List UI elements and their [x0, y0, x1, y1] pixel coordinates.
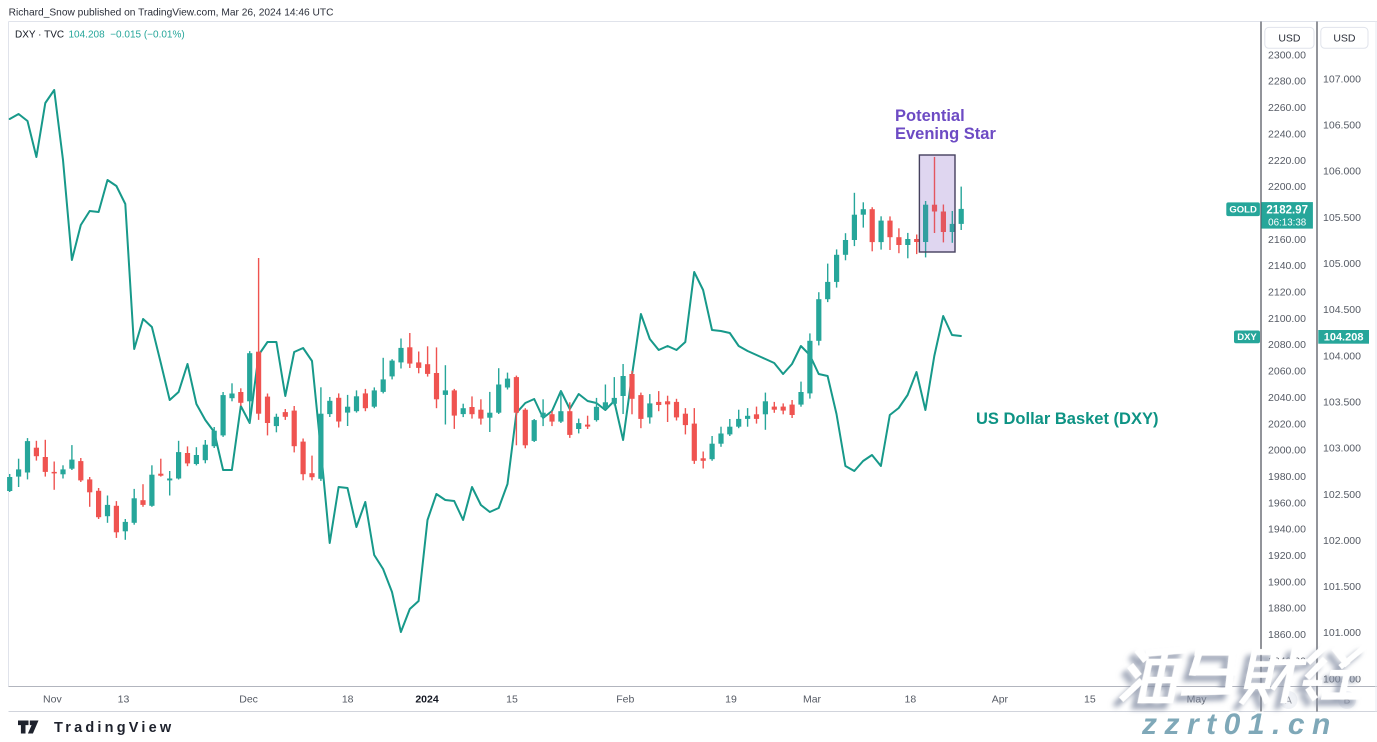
svg-text:2182.97: 2182.97: [1266, 205, 1308, 217]
svg-text:19: 19: [725, 694, 737, 706]
svg-text:US Dollar Basket (DXY): US Dollar Basket (DXY): [976, 410, 1158, 428]
svg-text:DXY · TVC: DXY · TVC: [15, 30, 64, 41]
svg-text:2280.00: 2280.00: [1268, 76, 1306, 88]
svg-text:15: 15: [1084, 694, 1096, 706]
svg-text:2080.00: 2080.00: [1268, 339, 1306, 351]
svg-text:DXY: DXY: [1237, 332, 1257, 343]
svg-text:GOLD: GOLD: [1229, 204, 1257, 215]
svg-text:104.500: 104.500: [1323, 304, 1361, 316]
svg-text:106.000: 106.000: [1323, 166, 1361, 178]
svg-text:1940.00: 1940.00: [1268, 524, 1306, 536]
svg-text:Potential: Potential: [895, 107, 965, 125]
svg-text:1900.00: 1900.00: [1268, 576, 1306, 588]
svg-text:1860.00: 1860.00: [1268, 629, 1306, 641]
svg-text:103.000: 103.000: [1323, 443, 1361, 455]
svg-text:13: 13: [118, 694, 130, 706]
svg-text:1960.00: 1960.00: [1268, 497, 1306, 509]
svg-text:Evening Star: Evening Star: [895, 125, 996, 143]
svg-text:May: May: [1187, 694, 1208, 706]
svg-text:USD: USD: [1278, 33, 1301, 45]
svg-text:2140.00: 2140.00: [1268, 260, 1306, 272]
svg-text:2260.00: 2260.00: [1268, 102, 1306, 114]
svg-text:102.000: 102.000: [1323, 535, 1361, 547]
svg-text:Dec: Dec: [239, 694, 258, 706]
svg-text:104.208 −0.015 (−0.01%): 104.208 −0.015 (−0.01%): [69, 30, 185, 41]
svg-text:18: 18: [342, 694, 354, 706]
svg-text:Feb: Feb: [616, 694, 634, 706]
svg-text:101.500: 101.500: [1323, 581, 1361, 593]
svg-text:Nov: Nov: [43, 694, 62, 706]
svg-text:15: 15: [506, 694, 518, 706]
svg-text:2200.00: 2200.00: [1268, 181, 1306, 193]
svg-text:B: B: [1344, 696, 1351, 707]
svg-text:101.000: 101.000: [1323, 627, 1361, 639]
svg-text:2020.00: 2020.00: [1268, 418, 1306, 430]
svg-text:TradingView: TradingView: [54, 720, 174, 736]
svg-text:2240.00: 2240.00: [1268, 128, 1306, 140]
svg-text:Apr: Apr: [992, 694, 1009, 706]
svg-text:2100.00: 2100.00: [1268, 313, 1306, 325]
svg-text:105.500: 105.500: [1323, 212, 1361, 224]
svg-text:1880.00: 1880.00: [1268, 603, 1306, 615]
svg-text:105.000: 105.000: [1323, 258, 1361, 270]
svg-text:18: 18: [905, 694, 917, 706]
svg-text:1980.00: 1980.00: [1268, 471, 1306, 483]
svg-text:2000.00: 2000.00: [1268, 445, 1306, 457]
svg-text:Richard_Snow published on Trad: Richard_Snow published on TradingView.co…: [9, 8, 334, 19]
svg-text:106.500: 106.500: [1323, 120, 1361, 132]
svg-text:2300.00: 2300.00: [1268, 49, 1306, 61]
svg-text:Mar: Mar: [803, 694, 822, 706]
svg-text:2060.00: 2060.00: [1268, 366, 1306, 378]
svg-text:2220.00: 2220.00: [1268, 155, 1306, 167]
svg-text:104.208: 104.208: [1324, 331, 1364, 343]
svg-text:107.000: 107.000: [1323, 73, 1361, 85]
svg-text:1920.00: 1920.00: [1268, 550, 1306, 562]
svg-text:A: A: [1285, 696, 1292, 707]
svg-text:2040.00: 2040.00: [1268, 392, 1306, 404]
svg-text:2160.00: 2160.00: [1268, 234, 1306, 246]
svg-text:100.500: 100.500: [1323, 673, 1361, 685]
svg-text:103.500: 103.500: [1323, 397, 1361, 409]
svg-text:USD: USD: [1333, 33, 1356, 45]
svg-text:2120.00: 2120.00: [1268, 287, 1306, 299]
svg-text:104.000: 104.000: [1323, 350, 1361, 362]
svg-text:102.500: 102.500: [1323, 489, 1361, 501]
svg-text:2024: 2024: [415, 694, 439, 706]
svg-text:06:13:38: 06:13:38: [1268, 217, 1307, 228]
